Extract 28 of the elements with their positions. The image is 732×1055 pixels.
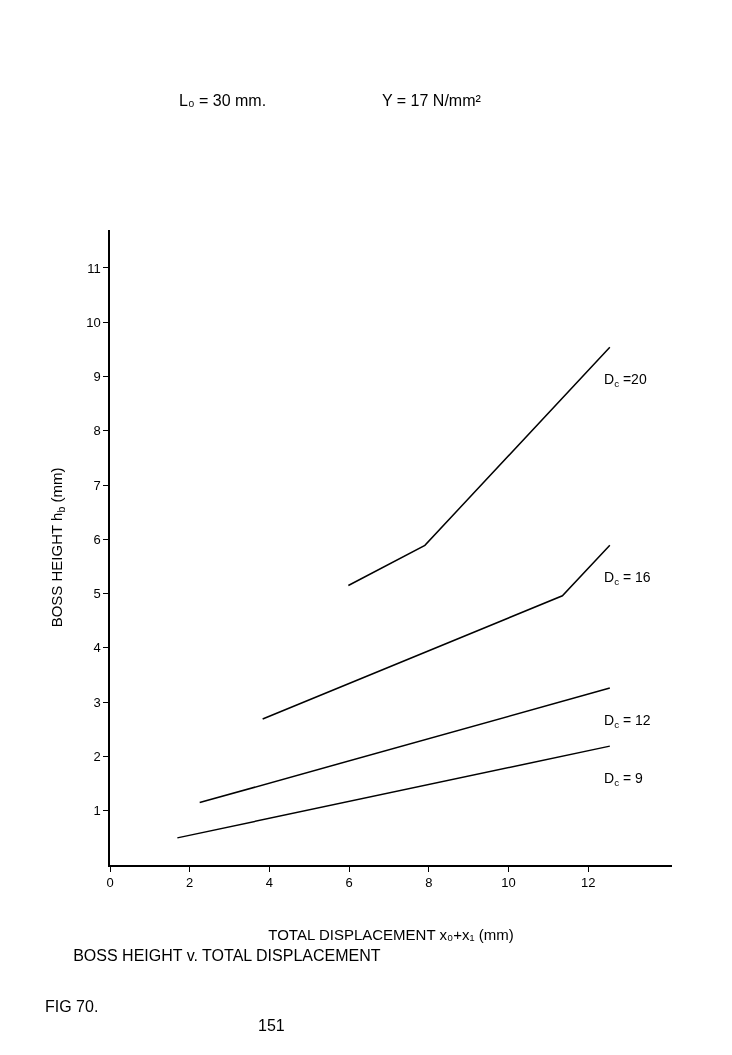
y-tick-label: 6 [93, 531, 101, 547]
x-tick-label: 0 [106, 875, 114, 891]
text: L₀ = 30 mm. [179, 92, 267, 109]
y-tick-label: 8 [93, 423, 101, 439]
y-tick-label: 3 [93, 694, 101, 710]
x-tick-label: 8 [425, 875, 433, 891]
y-tick-label: 10 [86, 314, 101, 330]
caption: FIG 70. [45, 998, 99, 1015]
series-label: D$_{c}$ = 9 [604, 770, 643, 788]
x-tick-label: 6 [345, 875, 353, 891]
text: BOSS HEIGHT v. TOTAL DISPLACEMENT [73, 946, 381, 964]
y-tick-label: 9 [93, 369, 101, 385]
y-tick-label: 11 [87, 260, 101, 276]
x-tick-label: 4 [265, 875, 274, 891]
text: Y = 17 N/mm² [382, 92, 482, 109]
y-tick-label: 2 [93, 749, 101, 764]
text: 151 [258, 1017, 285, 1034]
series-label: D$_{c}$ = 16 [604, 569, 651, 587]
series-label: D$_{c}$ =20 [604, 371, 647, 389]
x-tick-label: 12 [581, 875, 596, 891]
x-tick-label: 10 [501, 875, 516, 891]
y-tick-label: 1 [93, 803, 101, 819]
y-tick-label: 4 [93, 640, 101, 656]
series-label: D$_{c}$ = 12 [604, 712, 651, 730]
x-axis-title: TOTAL DISPLACEMENT x₀+x₁ (mm) [268, 925, 514, 943]
y-tick-label: 7 [93, 477, 101, 493]
y-tick-label: 5 [93, 586, 101, 602]
x-tick-label: 2 [186, 875, 194, 891]
